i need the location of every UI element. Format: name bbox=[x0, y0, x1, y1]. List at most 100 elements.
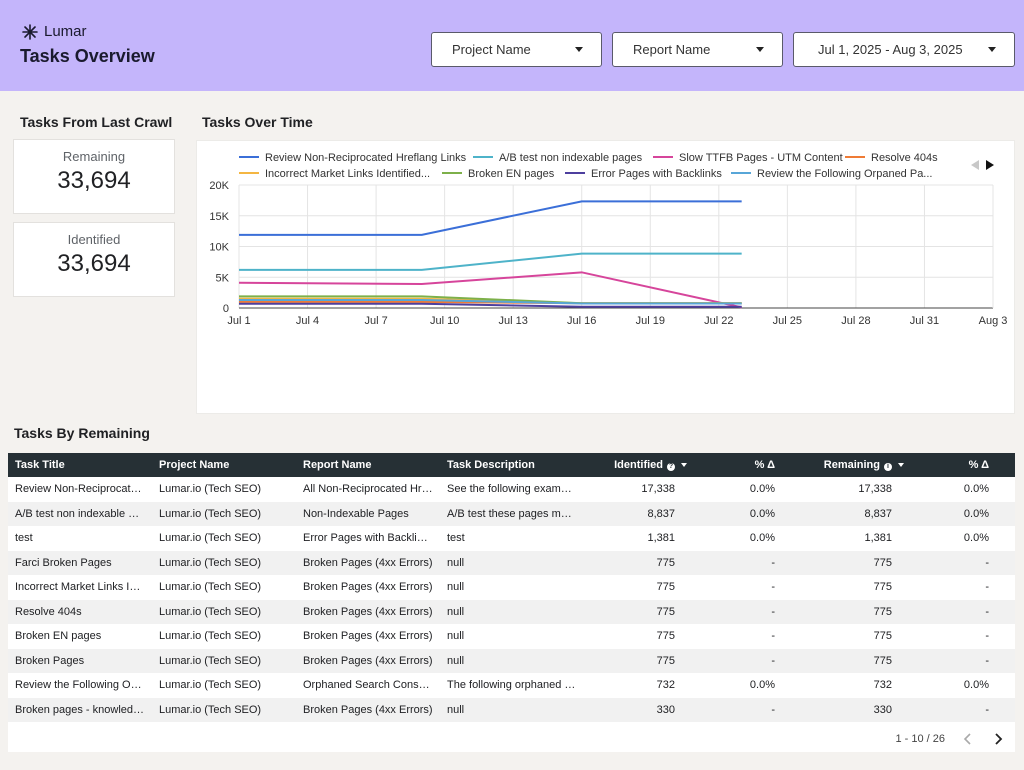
table-row[interactable]: Broken Pages Lumar.io (Tech SEO) Broken Pa… bbox=[8, 648, 1015, 673]
remaining-kpi-card: Remaining 33,694 bbox=[13, 139, 175, 214]
cell-task-title: Farci Broken Pages bbox=[15, 556, 112, 569]
x-tick-label: Jul 19 bbox=[636, 315, 665, 327]
table-row[interactable]: A/B test non indexable pages Lumar.io (Te… bbox=[8, 501, 1015, 526]
col-header-remaining[interactable]: Remaining i bbox=[801, 453, 918, 477]
line-chart-svg: 0 5K 10K 15K 20K Jul 1 Jul 4 Jul 7 Jul 10 Jul 13 J… bbox=[209, 152, 1007, 327]
header-bar: Lumar Tasks Overview Project Name Report… bbox=[0, 0, 1024, 91]
table-row[interactable]: Resolve 404s Lumar.io (Tech SEO) Broken Pa… bbox=[8, 599, 1015, 624]
remaining-header-label: Remaining bbox=[823, 459, 880, 471]
cell-identified: 1,381 bbox=[647, 532, 675, 545]
info-icon[interactable]: i bbox=[884, 463, 892, 471]
col-header-report-name[interactable]: Report Name bbox=[303, 459, 372, 471]
cell-remaining: 775 bbox=[873, 605, 892, 618]
x-tick-label: Jul 13 bbox=[499, 315, 528, 327]
page-title: Tasks Overview bbox=[20, 46, 155, 66]
y-tick-label: 10K bbox=[209, 242, 229, 254]
identified-kpi-card: Identified 33,694 bbox=[13, 222, 175, 297]
cell-identified: 8,837 bbox=[647, 507, 675, 520]
cell-report-name: Non-Indexable Pages bbox=[303, 507, 409, 520]
cell-task-description: null bbox=[447, 581, 465, 594]
pagination-range: 1 - 10 / 26 bbox=[895, 733, 945, 745]
cell-identified-change: - bbox=[771, 556, 775, 569]
cell-task-description: See the following examples bbox=[447, 483, 581, 496]
cell-remaining-change: - bbox=[985, 630, 989, 643]
identified-header-label: Identified bbox=[614, 459, 663, 471]
cell-remaining-change: - bbox=[985, 703, 989, 716]
report-name-filter-label: Report Name bbox=[633, 42, 711, 57]
cell-identified: 732 bbox=[656, 679, 675, 692]
legend-label: Incorrect Market Links Identified... bbox=[265, 168, 430, 180]
cell-task-title: test bbox=[15, 532, 33, 545]
table-row[interactable]: Review the Following Orphaned Pages Lumar… bbox=[8, 673, 1015, 698]
table-row[interactable]: Broken EN pages Lumar.io (Tech SEO) Broken… bbox=[8, 624, 1015, 649]
cell-identified-change: - bbox=[771, 605, 775, 618]
cell-identified: 17,338 bbox=[641, 483, 675, 496]
chevron-down-icon bbox=[756, 47, 764, 52]
cell-report-name: Broken Pages (4xx Errors) bbox=[303, 654, 433, 667]
cell-identified-change: 0.0% bbox=[749, 483, 775, 496]
x-tick-label: Jul 31 bbox=[910, 315, 939, 327]
sort-desc-icon bbox=[681, 463, 687, 467]
cell-report-name: Broken Pages (4xx Errors) bbox=[303, 581, 433, 594]
table-header-row: Task Title Project Name Report Name Task… bbox=[8, 453, 1015, 477]
cell-task-title: Resolve 404s bbox=[15, 605, 82, 618]
legend-label: Review the Following Orpaned Pa... bbox=[757, 168, 932, 180]
brand-name: Lumar bbox=[44, 23, 87, 40]
series-line bbox=[239, 302, 742, 308]
prev-page-button[interactable] bbox=[961, 732, 975, 746]
cell-report-name: Orphaned Search Console Pages bbox=[303, 679, 440, 692]
cell-project-name: Lumar.io (Tech SEO) bbox=[159, 507, 262, 520]
cell-remaining-change: 0.0% bbox=[963, 483, 989, 496]
series-line bbox=[239, 200, 742, 236]
report-name-filter[interactable]: Report Name bbox=[612, 32, 783, 67]
remaining-value: 33,694 bbox=[57, 167, 131, 194]
cell-task-title: Incorrect Market Links Identified bbox=[15, 581, 152, 594]
cell-identified: 775 bbox=[656, 581, 675, 594]
chevron-left-icon bbox=[963, 733, 971, 745]
cell-remaining: 1,381 bbox=[864, 532, 892, 545]
cell-remaining: 775 bbox=[873, 654, 892, 667]
y-tick-label: 20K bbox=[209, 180, 229, 192]
table-row[interactable]: Incorrect Market Links Identified Lumar.i… bbox=[8, 575, 1015, 600]
date-range-filter-label: Jul 1, 2025 - Aug 3, 2025 bbox=[818, 42, 963, 57]
cell-task-title: Review the Following Orphaned Pages bbox=[15, 679, 152, 692]
cell-remaining-change: - bbox=[985, 605, 989, 618]
cell-project-name: Lumar.io (Tech SEO) bbox=[159, 483, 262, 496]
table-row[interactable]: Farci Broken Pages Lumar.io (Tech SEO) Bro… bbox=[8, 550, 1015, 575]
cell-remaining: 775 bbox=[873, 581, 892, 594]
col-header-identified[interactable]: Identified? bbox=[584, 453, 701, 477]
col-header-task-title[interactable]: Task Title bbox=[15, 459, 65, 471]
cell-identified: 330 bbox=[656, 703, 675, 716]
date-range-filter[interactable]: Jul 1, 2025 - Aug 3, 2025 bbox=[793, 32, 1015, 67]
cell-report-name: All Non-Reciprocated Hreflang Links bbox=[303, 483, 440, 496]
table-row[interactable]: test Lumar.io (Tech SEO) Error Pages with … bbox=[8, 526, 1015, 551]
cell-project-name: Lumar.io (Tech SEO) bbox=[159, 532, 262, 545]
tasks-over-time-chart: 0 5K 10K 15K 20K Jul 1 Jul 4 Jul 7 Jul 10 Jul 13 J… bbox=[196, 140, 1015, 414]
cell-report-name: Broken Pages (4xx Errors) bbox=[303, 630, 433, 643]
x-tick-label: Jul 16 bbox=[567, 315, 596, 327]
col-header-identified-change[interactable]: % Δ bbox=[754, 459, 775, 471]
col-header-remaining-change[interactable]: % Δ bbox=[968, 459, 989, 471]
col-header-task-description[interactable]: Task Description bbox=[447, 459, 535, 471]
y-tick-label: 0 bbox=[223, 303, 229, 315]
project-name-filter[interactable]: Project Name bbox=[431, 32, 602, 67]
chart-title: Tasks Over Time bbox=[202, 114, 313, 130]
cell-remaining: 775 bbox=[873, 556, 892, 569]
next-page-button[interactable] bbox=[991, 732, 1005, 746]
cell-remaining: 732 bbox=[873, 679, 892, 692]
table-section-title: Tasks By Remaining bbox=[14, 425, 150, 441]
cell-identified: 775 bbox=[656, 654, 675, 667]
cell-task-title: Review Non-Reciprocated Hreflang Links bbox=[15, 483, 152, 496]
sort-desc-icon bbox=[898, 463, 904, 467]
table-row[interactable]: Broken pages - knowledge base Lumar.io (T… bbox=[8, 697, 1015, 722]
cell-remaining-change: - bbox=[985, 654, 989, 667]
cell-remaining-change: 0.0% bbox=[963, 679, 989, 692]
cell-project-name: Lumar.io (Tech SEO) bbox=[159, 703, 262, 716]
cell-project-name: Lumar.io (Tech SEO) bbox=[159, 605, 262, 618]
cell-remaining-change: 0.0% bbox=[963, 532, 989, 545]
cell-remaining: 775 bbox=[873, 630, 892, 643]
table-row[interactable]: Review Non-Reciprocated Hreflang Links Lu… bbox=[8, 477, 1015, 502]
info-icon[interactable]: ? bbox=[667, 463, 675, 471]
x-tick-label: Jul 10 bbox=[430, 315, 459, 327]
col-header-project-name[interactable]: Project Name bbox=[159, 459, 230, 471]
